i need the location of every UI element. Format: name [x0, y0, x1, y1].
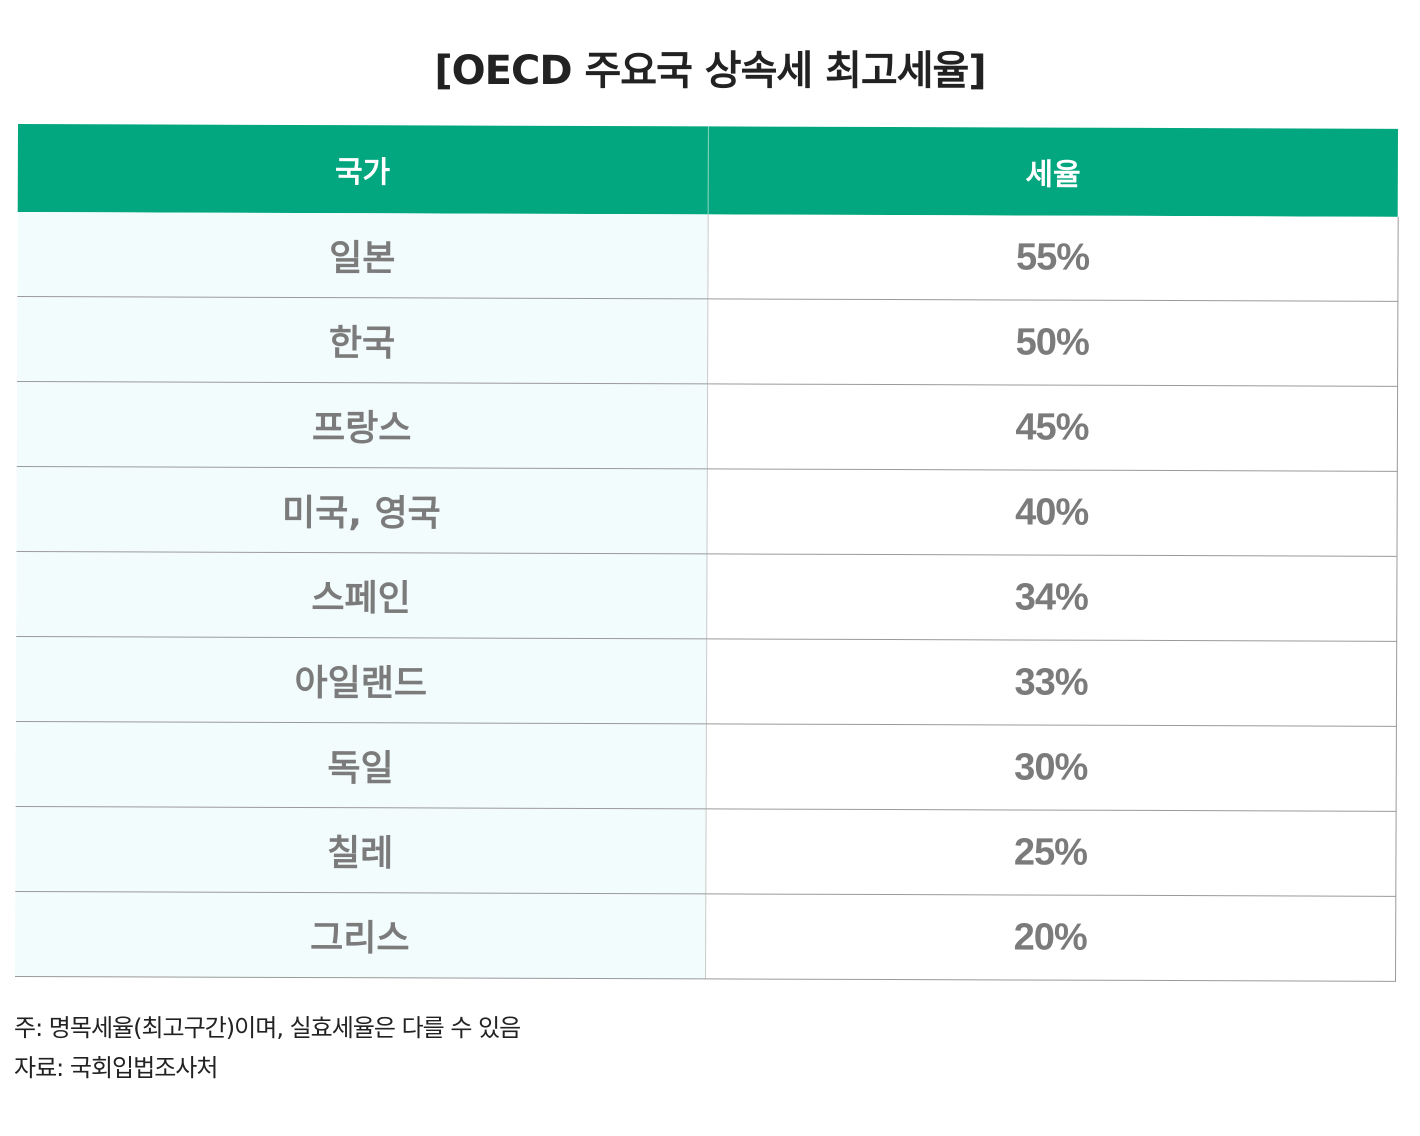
chart-title: [OECD 주요국 상속세 최고세율]: [434, 48, 986, 94]
rate-cell: 25%: [705, 808, 1396, 897]
header-row: 국가 세율: [17, 124, 1398, 217]
note-text: 주: 명목세율(최고구간)이며, 실효세율은 다를 수 있음: [14, 1014, 521, 1042]
table-row: 아일랜드 33%: [15, 636, 1397, 727]
rate-cell: 40%: [706, 468, 1397, 557]
country-cell: 스페인: [16, 551, 707, 639]
tax-rate-table: 국가 세율 일본 55% 한국 50% 프랑스 45% 미국, 영국 40% 스: [15, 124, 1398, 982]
country-cell: 한국: [17, 296, 708, 384]
country-cell: 그리스: [15, 891, 706, 979]
rate-cell: 30%: [705, 723, 1396, 812]
tax-rate-table-container: 국가 세율 일본 55% 한국 50% 프랑스 45% 미국, 영국 40% 스: [15, 124, 1398, 982]
table-row: 프랑스 45%: [16, 381, 1398, 472]
country-cell: 프랑스: [16, 381, 708, 469]
rate-cell: 45%: [706, 383, 1398, 472]
header-country: 국가: [17, 124, 708, 215]
table-row: 스페인 34%: [16, 551, 1397, 642]
table-row: 그리스 20%: [15, 891, 1396, 982]
table-row: 독일 30%: [15, 721, 1396, 812]
rate-cell: 55%: [707, 214, 1398, 302]
country-cell: 미국, 영국: [16, 466, 707, 554]
country-cell: 칠레: [15, 806, 706, 894]
table-header: 국가 세율: [17, 124, 1398, 217]
table-row: 한국 50%: [17, 296, 1398, 387]
country-cell: 일본: [17, 211, 708, 299]
source-text: 자료: 국회입법조사처: [14, 1054, 218, 1082]
rate-cell: 33%: [705, 638, 1397, 727]
rate-cell: 34%: [706, 553, 1397, 642]
country-cell: 아일랜드: [15, 636, 707, 724]
rate-cell: 20%: [705, 893, 1396, 982]
country-cell: 독일: [15, 721, 706, 809]
footnotes: 주: 명목세율(최고구간)이며, 실효세율은 다를 수 있음 자료: 국회입법조…: [14, 1008, 521, 1088]
table-row: 칠레 25%: [15, 806, 1396, 897]
table-body: 일본 55% 한국 50% 프랑스 45% 미국, 영국 40% 스페인 34%…: [15, 211, 1398, 982]
rate-cell: 50%: [707, 298, 1398, 387]
table-row: 일본 55%: [17, 211, 1398, 302]
table-row: 미국, 영국 40%: [16, 466, 1397, 557]
header-rate: 세율: [707, 126, 1398, 217]
